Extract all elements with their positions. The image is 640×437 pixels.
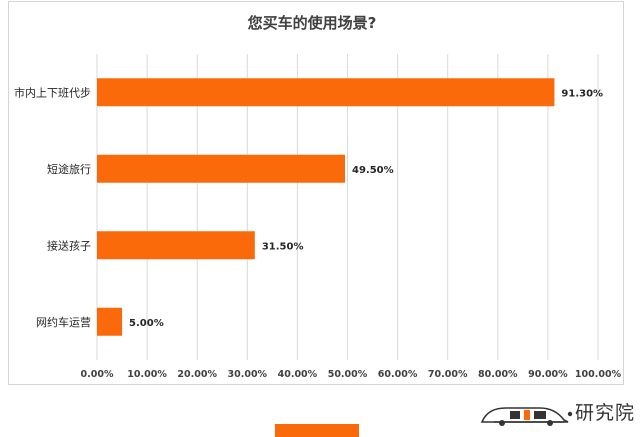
x-tick-label: 80.00% [478,369,518,380]
x-tick-label: 10.00% [127,369,167,380]
x-tick-label: 40.00% [278,369,318,380]
x-tick-label: 100.00% [575,369,622,380]
logo-text: 研究院 [575,402,636,424]
chart-frame: 您买车的使用场景? 0.00% 10.00% 20.00% 30.00% 40.00% 5… [8,1,624,385]
category-label: 接送孩子 [47,238,91,252]
x-tick-label: 0.00% [81,369,114,380]
car-logo-icon [480,407,573,426]
x-tick-label: 60.00% [378,369,418,380]
bar [97,154,345,183]
x-tick-label: 50.00% [328,369,368,380]
bar [97,231,255,260]
data-label: 91.30% [561,88,603,99]
bar [97,78,555,107]
data-label: 49.50% [352,165,394,176]
x-tick-label: 70.00% [428,369,468,380]
x-tick-label: 90.00% [528,369,568,380]
x-tick-label: 20.00% [177,369,217,380]
data-label: 31.50% [262,241,304,252]
category-label: 网约车运营 [36,315,91,329]
x-tick-label: 30.00% [228,369,268,380]
footer-accent-bar [275,424,359,437]
bar [97,307,123,336]
category-label: 市内上下班代步 [14,85,91,99]
chart-title: 您买车的使用场景? [247,14,377,32]
bar-chart: 您买车的使用场景? 0.00% 10.00% 20.00% 30.00% 40.00% 5… [14,14,622,380]
data-label: 5.00% [129,318,164,329]
category-label: 短途旅行 [47,162,91,176]
